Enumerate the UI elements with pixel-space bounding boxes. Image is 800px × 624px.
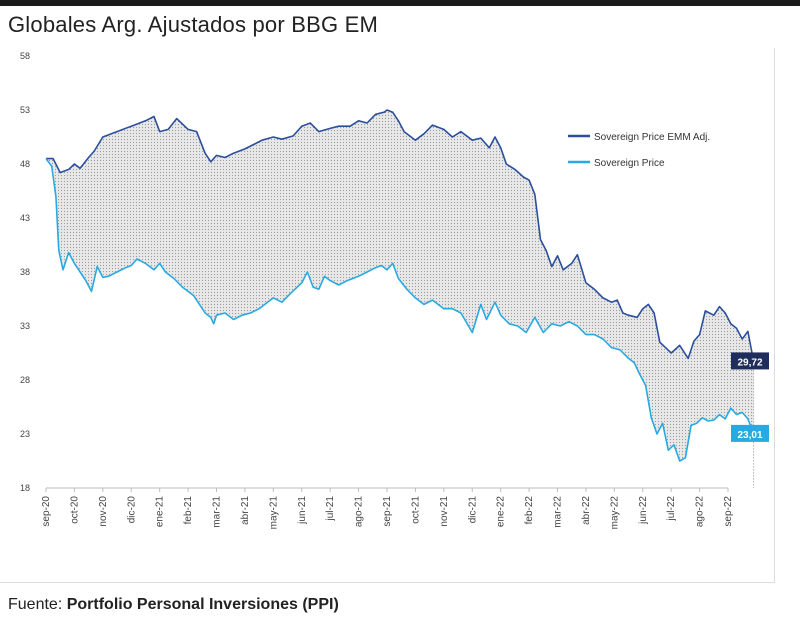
- end-label-value: 29,72: [737, 357, 762, 368]
- x-tick-label: feb-21: [183, 496, 194, 525]
- x-tick-label: dic-21: [467, 496, 478, 524]
- series-lines: [45, 109, 755, 462]
- x-tick-label: ene-21: [155, 496, 166, 528]
- end-label-box: [731, 352, 769, 370]
- x-tick-label: nov-21: [439, 496, 450, 527]
- x-tick-label: sep-21: [382, 496, 393, 527]
- chart-title: Globales Arg. Ajustados por BBG EM: [8, 12, 378, 37]
- x-tick-label: feb-22: [524, 496, 535, 525]
- series-line-sovereign-price-emm-adj: [46, 109, 755, 362]
- end-label-value: 23,01: [737, 430, 762, 441]
- x-tick-label: ene-22: [496, 496, 507, 528]
- shaded-band: [46, 110, 754, 461]
- x-tick-label: abr-22: [581, 496, 592, 525]
- y-tick-label: 23: [20, 429, 30, 439]
- legend: Sovereign Price EMM Adj. Sovereign Price: [568, 132, 710, 169]
- y-axis: 18 23 28 33 38 43 48 53 58: [20, 51, 30, 493]
- y-tick-label: 43: [20, 213, 30, 223]
- top-edge-bar: [0, 0, 800, 6]
- x-tick-label: may-22: [609, 496, 620, 530]
- x-tick-label: sep-20: [41, 496, 52, 527]
- x-tick-label: jul-21: [325, 496, 336, 522]
- x-tick-label: sep-22: [723, 496, 734, 527]
- end-label-box: [731, 424, 769, 442]
- x-tick-label: mar-21: [212, 496, 223, 528]
- source-prefix: Fuente:: [8, 596, 63, 613]
- end-labels: 29,72 23,01: [731, 352, 769, 442]
- x-tick-label: abr-21: [240, 496, 251, 525]
- y-tick-label: 58: [20, 51, 30, 61]
- legend-label: Sovereign Price EMM Adj.: [594, 132, 710, 143]
- x-tick-label: oct-20: [69, 496, 80, 524]
- x-tick-label: oct-21: [410, 496, 421, 524]
- y-tick-label: 33: [20, 321, 30, 331]
- series-line-sovereign-price: [45, 158, 755, 462]
- x-tick-label: ago-21: [354, 496, 365, 528]
- x-tick-label: mar-22: [553, 496, 564, 528]
- y-tick-label: 53: [20, 105, 30, 115]
- source-note: Fuente: Portfolio Personal Inversiones (…: [8, 596, 339, 614]
- y-tick-label: 18: [20, 483, 30, 493]
- y-tick-label: 48: [20, 159, 30, 169]
- x-tick-label: ago-22: [695, 496, 706, 528]
- y-tick-label: 28: [20, 375, 30, 385]
- x-tick-label: jun-21: [297, 496, 308, 525]
- x-tick-label: may-21: [268, 496, 279, 530]
- source-name: Portfolio Personal Inversiones (PPI): [66, 596, 339, 613]
- x-tick-label: nov-20: [98, 496, 109, 527]
- x-tick-label: dic-20: [126, 496, 137, 524]
- legend-label: Sovereign Price: [594, 158, 665, 169]
- x-tick-label: jun-22: [638, 496, 649, 525]
- x-axis: sep-20 oct-20 nov-20 dic-20 ene-21 feb-21 mar-…: [41, 487, 734, 530]
- y-tick-label: 38: [20, 267, 30, 277]
- chart-frame: [0, 48, 775, 583]
- x-tick-label: jul-22: [666, 496, 677, 522]
